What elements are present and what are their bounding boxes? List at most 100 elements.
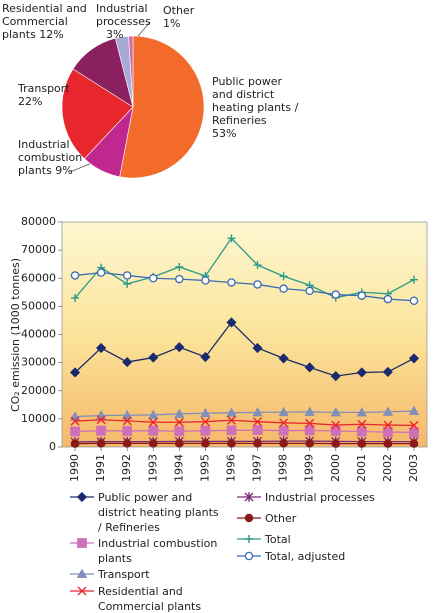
legend-label: Other [265, 512, 297, 525]
data-point [279, 272, 288, 281]
pie-label: Transport 22% [18, 82, 78, 108]
data-point [175, 263, 184, 271]
pie-category: Residential and Commercial plants [2, 2, 87, 41]
data-point [96, 425, 107, 436]
data-point [357, 439, 367, 448]
data-point [122, 426, 133, 436]
data-point [123, 279, 132, 288]
data-point [278, 353, 289, 364]
data-point [304, 406, 315, 416]
legend-marker [77, 586, 87, 596]
data-point [71, 293, 80, 302]
pie-value-label: 9% [55, 164, 73, 177]
pie-slice [61, 68, 134, 160]
data-point [331, 439, 340, 448]
data-point [409, 439, 419, 448]
data-point [174, 342, 185, 353]
data-point [330, 371, 341, 382]
legend-label: Total [265, 533, 291, 546]
data-point [122, 416, 132, 426]
data-point [383, 294, 393, 304]
data-point [279, 284, 288, 293]
data-point [278, 406, 289, 417]
data-point [253, 280, 262, 289]
x-tick-label: 1992 [120, 454, 133, 482]
data-point [227, 278, 236, 287]
data-point [226, 407, 237, 417]
data-point [174, 426, 185, 437]
data-point [148, 425, 159, 436]
data-point [409, 427, 419, 438]
x-tick-label: 2002 [381, 454, 394, 482]
x-tick-label: 1990 [68, 454, 81, 482]
x-tick-label: 2003 [407, 454, 420, 482]
data-point [148, 417, 158, 427]
data-point [227, 439, 236, 448]
data-point [279, 418, 289, 428]
data-point [356, 426, 367, 437]
data-point [408, 353, 420, 364]
legend-label: Total, adjusted [265, 550, 346, 563]
data-point [200, 407, 211, 418]
data-point [408, 405, 420, 415]
x-tick-label: 1995 [198, 454, 211, 482]
y-tick-label: 20000 [21, 384, 56, 397]
data-point [253, 417, 263, 427]
data-point [252, 342, 263, 354]
pie-label: Industrial processes 3% [96, 2, 160, 41]
pie-value-label: 12% [39, 28, 64, 41]
pie-value-label: 3% [106, 28, 124, 41]
data-point [200, 417, 210, 427]
data-point [253, 261, 262, 270]
x-tick-label: 1997 [251, 454, 264, 482]
legend-marker [244, 551, 254, 561]
series-line [75, 410, 414, 418]
pie-category: Other [163, 4, 195, 17]
data-point [122, 356, 133, 368]
x-tick-label: 1996 [224, 454, 237, 482]
data-point [201, 276, 210, 285]
y-tick-label: 50000 [21, 299, 56, 312]
data-point [70, 416, 80, 426]
y-tick-label: 70000 [21, 243, 56, 256]
x-tick-label: 1994 [172, 454, 185, 482]
x-tick-label: 2001 [355, 454, 368, 482]
legend-marker [77, 538, 87, 548]
data-point [175, 274, 184, 284]
legend-label: Industrial processes [265, 491, 375, 504]
pie-label: Residential and Commercial plants 12% [2, 2, 94, 41]
x-tick-label: 1993 [146, 454, 159, 482]
data-point [96, 439, 106, 448]
data-point [383, 420, 393, 430]
data-point [331, 290, 340, 299]
data-point [174, 408, 185, 418]
data-point [121, 409, 133, 420]
pie-value-label: 1% [163, 17, 181, 30]
data-point [252, 407, 263, 417]
y-axis-title: CO₂ emission (1000 tonnes) [9, 258, 22, 412]
data-point [304, 362, 315, 373]
data-point [69, 367, 81, 378]
pie-category: Industrial processes [96, 2, 151, 28]
y-tick-label: 60000 [21, 271, 56, 284]
data-point [357, 291, 367, 300]
pie-label: Other 1% [163, 4, 203, 30]
data-point [409, 275, 418, 284]
data-point [383, 439, 393, 448]
data-point [201, 439, 210, 448]
data-point [174, 417, 184, 427]
y-tick-label: 30000 [21, 356, 56, 369]
pie-label: Public power and district heating plants… [212, 75, 302, 140]
data-point [226, 415, 236, 425]
data-point [253, 439, 262, 448]
series-line [74, 271, 415, 302]
data-point [227, 234, 236, 243]
y-tick-label: 80000 [21, 215, 56, 228]
x-tick-label: 1998 [277, 454, 290, 482]
pie-slice [128, 35, 134, 108]
data-point [356, 367, 367, 378]
data-point [356, 407, 368, 417]
data-point [200, 351, 211, 363]
data-point [175, 439, 184, 448]
